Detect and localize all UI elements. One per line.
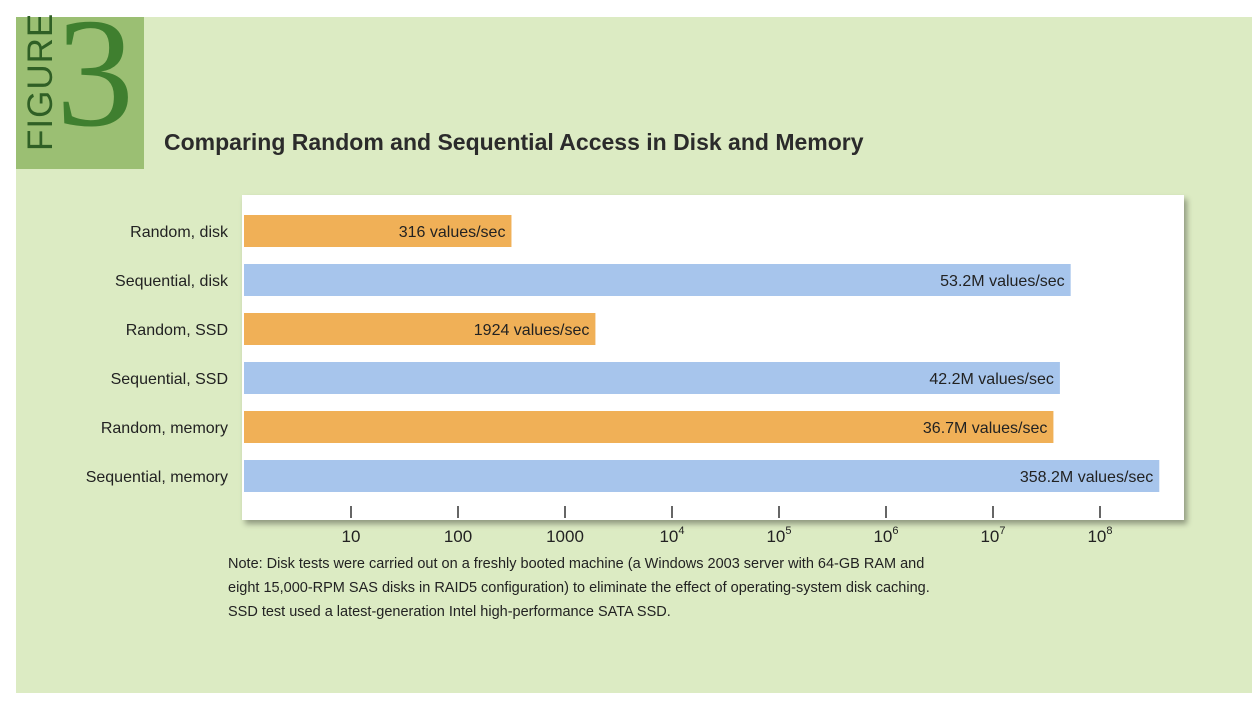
chart-title: Comparing Random and Sequential Access i…: [164, 129, 864, 155]
figure-badge: FIGURE 3: [16, 0, 144, 169]
x-tick-label: 100: [444, 527, 472, 546]
bar-data-label: 316 values/sec: [399, 224, 506, 241]
bar: [244, 215, 512, 247]
bar-data-label: 42.2M values/sec: [929, 371, 1054, 388]
bar-data-label: 53.2M values/sec: [940, 273, 1065, 290]
bar: [244, 313, 596, 345]
figure-badge-number: 3: [56, 0, 134, 159]
bar-data-label: 358.2M values/sec: [1020, 469, 1153, 486]
footnote-line: Note: Disk tests were carried out on a f…: [228, 556, 925, 572]
category-label: Sequential, SSD: [111, 371, 228, 388]
category-label: Sequential, disk: [115, 273, 229, 290]
x-tick-label: 107: [980, 525, 1005, 546]
footnote: Note: Disk tests were carried out on a f…: [228, 552, 1128, 624]
footnote-line: SSD test used a latest-generation Intel …: [228, 604, 671, 620]
category-label: Random, disk: [130, 224, 229, 241]
bar: [244, 264, 1071, 296]
bar: [244, 460, 1160, 492]
x-tick-label: 1000: [546, 527, 584, 546]
x-tick-label: 105: [766, 525, 791, 546]
x-tick-label: 10: [342, 527, 361, 546]
footnote-line: eight 15,000-RPM SAS disks in RAID5 conf…: [228, 580, 930, 596]
x-tick-label: 106: [873, 525, 898, 546]
bar-data-label: 36.7M values/sec: [923, 420, 1048, 437]
bar-data-label: 1924 values/sec: [474, 322, 590, 339]
x-tick-label: 108: [1087, 525, 1112, 546]
bar: [244, 411, 1054, 443]
bar: [244, 362, 1060, 394]
category-label: Sequential, memory: [86, 469, 228, 486]
category-label: Random, memory: [101, 420, 228, 437]
x-tick-label: 104: [659, 525, 684, 546]
category-label: Random, SSD: [126, 322, 228, 339]
